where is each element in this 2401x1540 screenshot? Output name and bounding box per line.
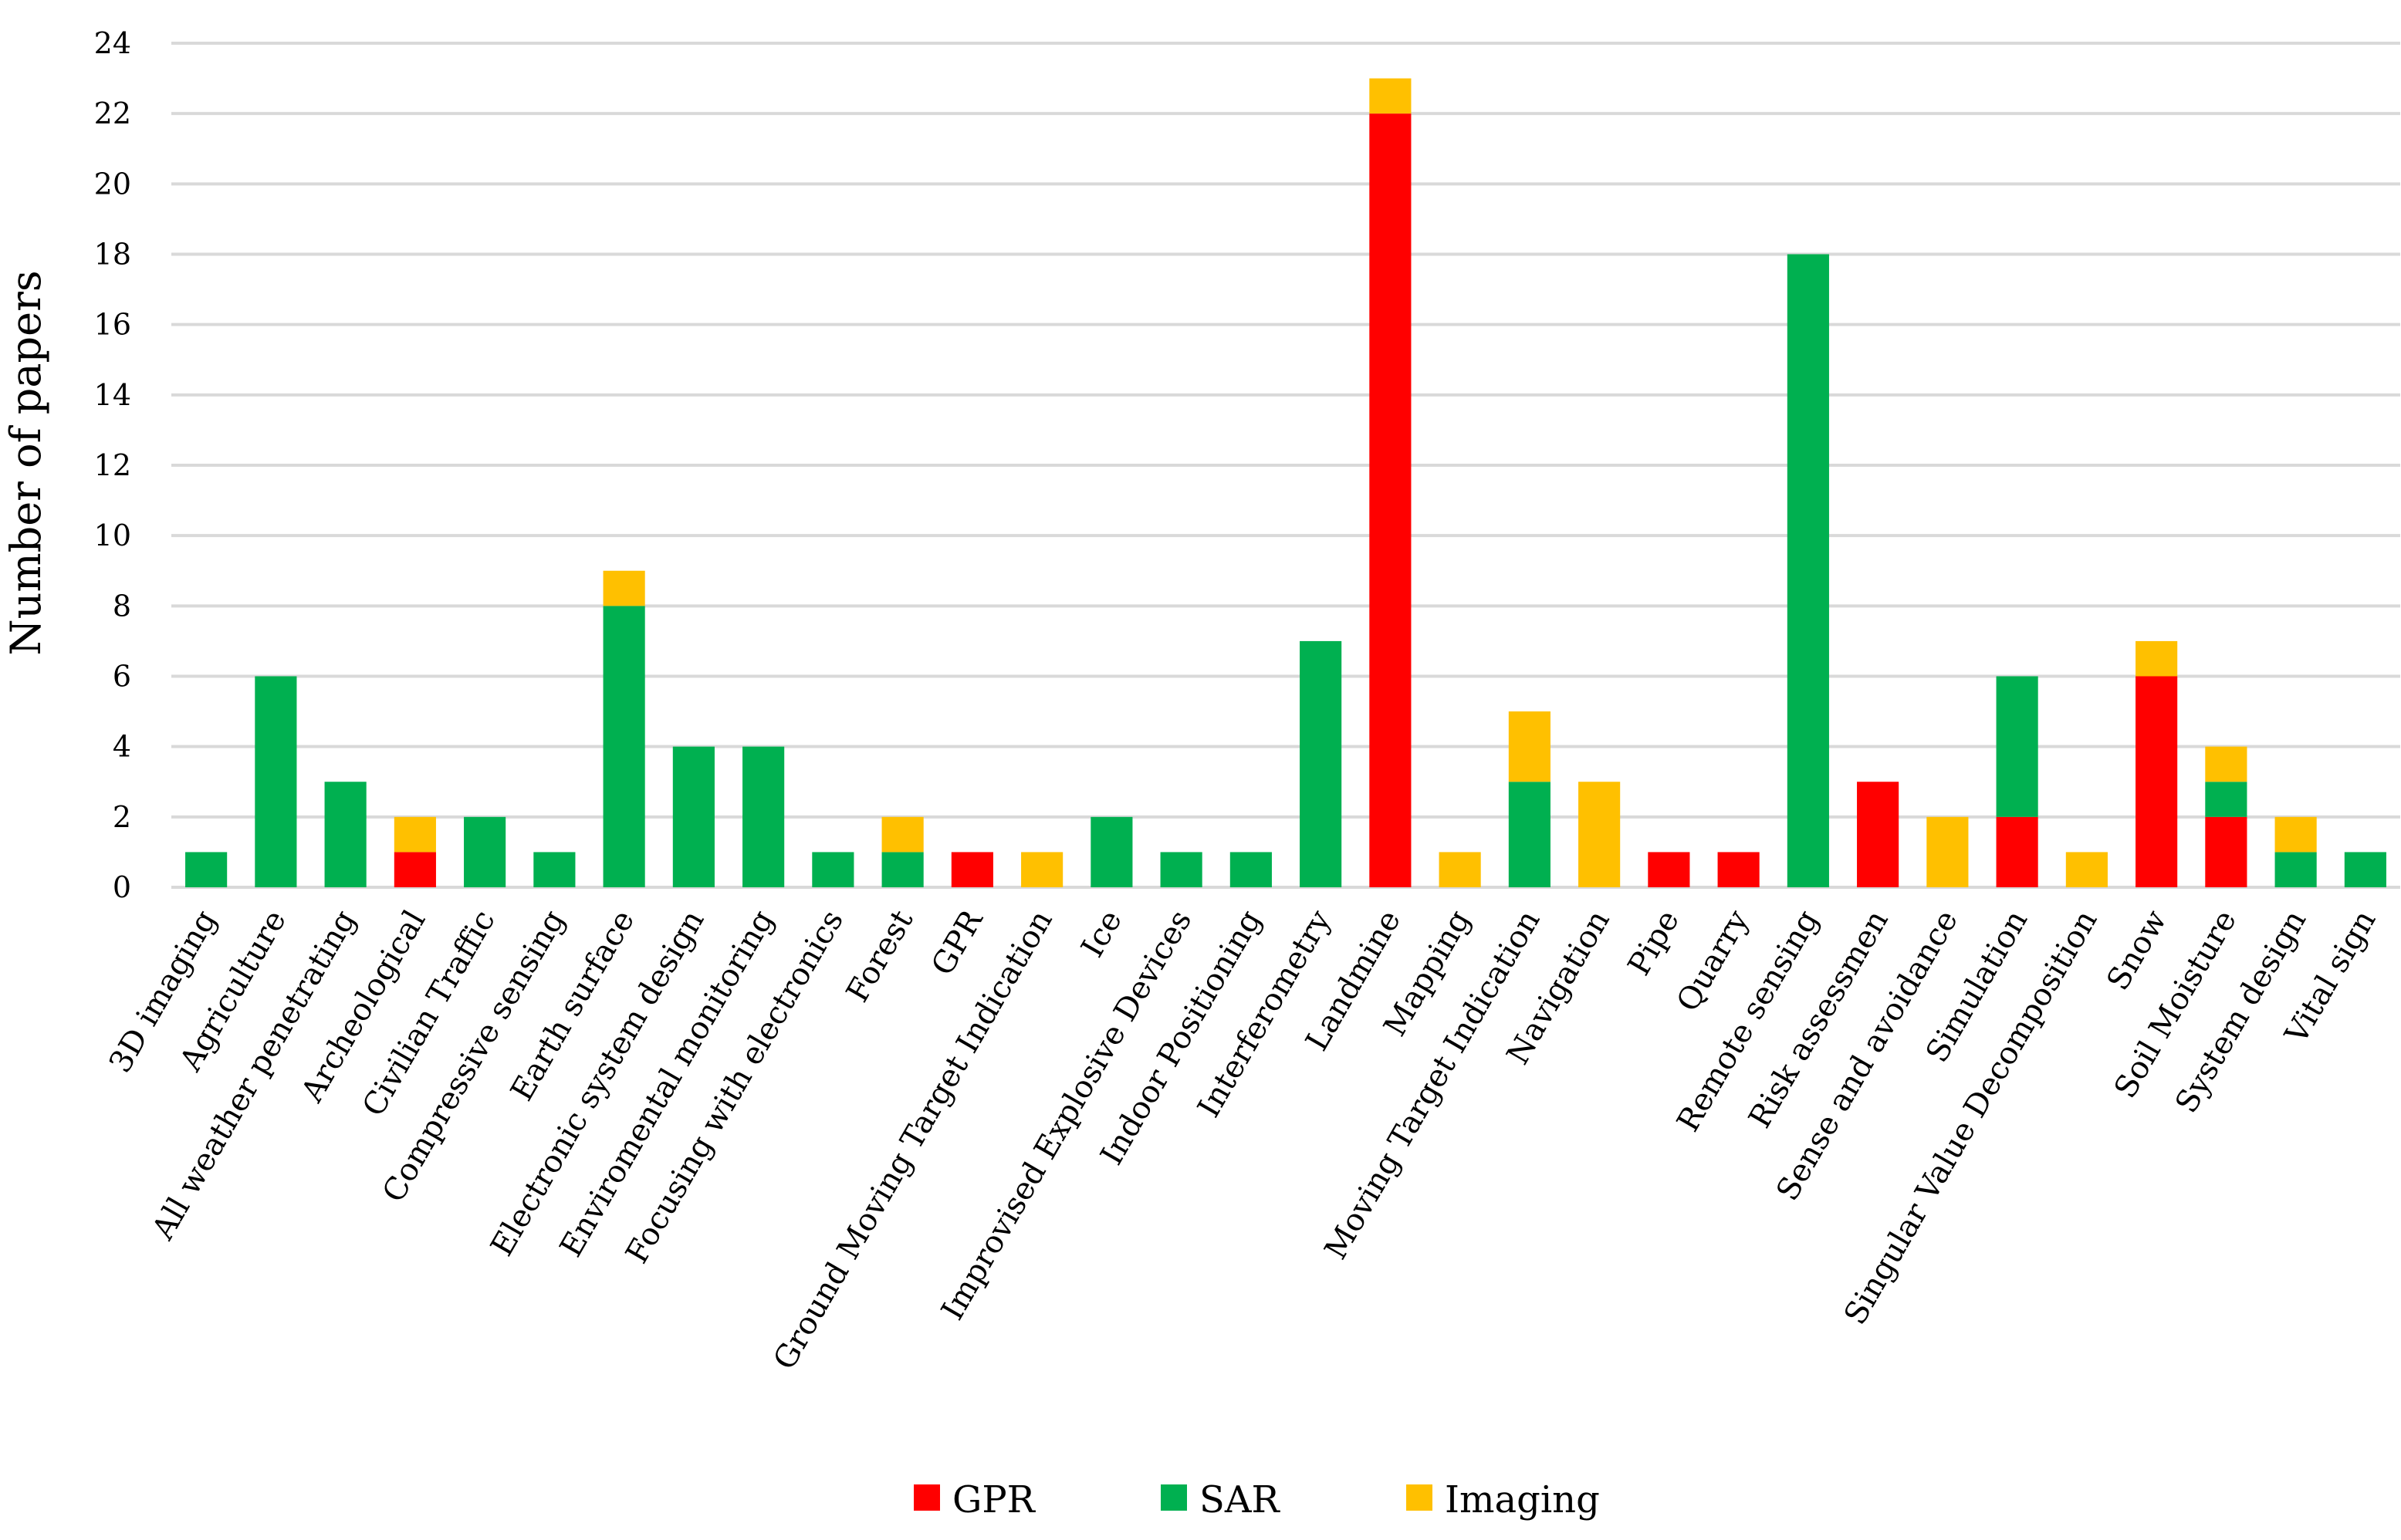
bar-gpr-29: [2205, 816, 2247, 887]
bar-imaging-17: [1369, 78, 1412, 114]
bar-gpr-11: [951, 852, 993, 887]
y-tick-label: 2: [113, 800, 131, 834]
bar-sar-15: [1229, 852, 1272, 887]
bar-sar-31: [2344, 852, 2386, 887]
bar-imaging-18: [1439, 852, 1481, 887]
bar-sar-16: [1300, 640, 1342, 887]
bar-sar-19: [1508, 782, 1551, 887]
bar-sar-0: [185, 852, 228, 887]
y-tick-label: 24: [94, 26, 131, 60]
bar-sar-1: [255, 676, 297, 887]
y-tick-label: 14: [94, 378, 131, 412]
legend-swatch-sar: [1161, 1484, 1187, 1511]
bar-sar-14: [1160, 852, 1202, 887]
bar-sar-6: [603, 606, 645, 887]
bar-sar-7: [672, 746, 715, 887]
legend: GPR SAR Imaging: [914, 1478, 1600, 1521]
bar-sar-2: [324, 782, 367, 887]
bar-sar-5: [533, 852, 576, 887]
bar-imaging-30: [2274, 816, 2317, 853]
legend-label-imaging: Imaging: [1445, 1478, 1600, 1521]
legend-swatch-imaging: [1406, 1484, 1432, 1511]
y-tick-label: 0: [113, 870, 131, 904]
x-tick-label: Forest: [840, 904, 920, 1008]
bar-gpr-26: [1996, 816, 2038, 887]
bar-gpr-22: [1717, 852, 1760, 887]
y-tick-label: 18: [94, 238, 131, 272]
y-tick-label: 8: [113, 589, 131, 623]
bar-imaging-25: [1926, 816, 1969, 887]
x-tick-label: Pipe: [1622, 904, 1686, 981]
bars: [185, 78, 2386, 887]
bar-sar-10: [881, 852, 924, 887]
legend-swatch-gpr: [914, 1484, 940, 1511]
x-tick-label: Improvised Explosive Devices: [935, 904, 1199, 1326]
bar-gpr-24: [1857, 782, 1899, 887]
x-tick-label: Ice: [1074, 904, 1129, 964]
legend-label-gpr: GPR: [952, 1478, 1036, 1521]
bar-imaging-20: [1578, 782, 1621, 887]
bar-sar-29: [2205, 782, 2247, 817]
y-tick-label: 12: [94, 448, 131, 482]
bar-imaging-29: [2205, 746, 2247, 782]
bar-imaging-3: [394, 816, 436, 853]
bar-gpr-21: [1648, 852, 1690, 887]
bar-sar-26: [1996, 676, 2038, 817]
bar-gpr-3: [394, 852, 436, 887]
bar-imaging-10: [881, 816, 924, 853]
bar-sar-13: [1091, 816, 1133, 887]
bar-gpr-28: [2136, 676, 2178, 887]
x-tick-label: GPR: [925, 903, 990, 981]
bar-sar-4: [464, 816, 506, 887]
y-tick-label: 6: [113, 660, 131, 694]
y-tick-label: 22: [94, 96, 131, 130]
y-axis-title: Number of papers: [2, 270, 50, 655]
bar-imaging-12: [1021, 852, 1064, 887]
y-tick-label: 20: [94, 167, 131, 201]
bar-imaging-6: [603, 570, 645, 606]
y-tick-label: 4: [113, 730, 131, 764]
bar-sar-9: [812, 852, 854, 887]
x-tick-label: Snow: [2100, 904, 2174, 997]
bar-gpr-17: [1369, 113, 1412, 887]
bar-imaging-27: [2065, 852, 2108, 887]
bar-sar-23: [1787, 254, 1829, 887]
bar-sar-30: [2274, 852, 2317, 887]
bar-sar-8: [742, 746, 785, 887]
bar-imaging-19: [1508, 711, 1551, 782]
legend-label-sar: SAR: [1199, 1478, 1281, 1521]
y-tick-label: 16: [94, 308, 131, 342]
gridlines: [171, 42, 2400, 889]
y-tick-label: 10: [94, 518, 131, 552]
bar-imaging-28: [2136, 640, 2178, 677]
